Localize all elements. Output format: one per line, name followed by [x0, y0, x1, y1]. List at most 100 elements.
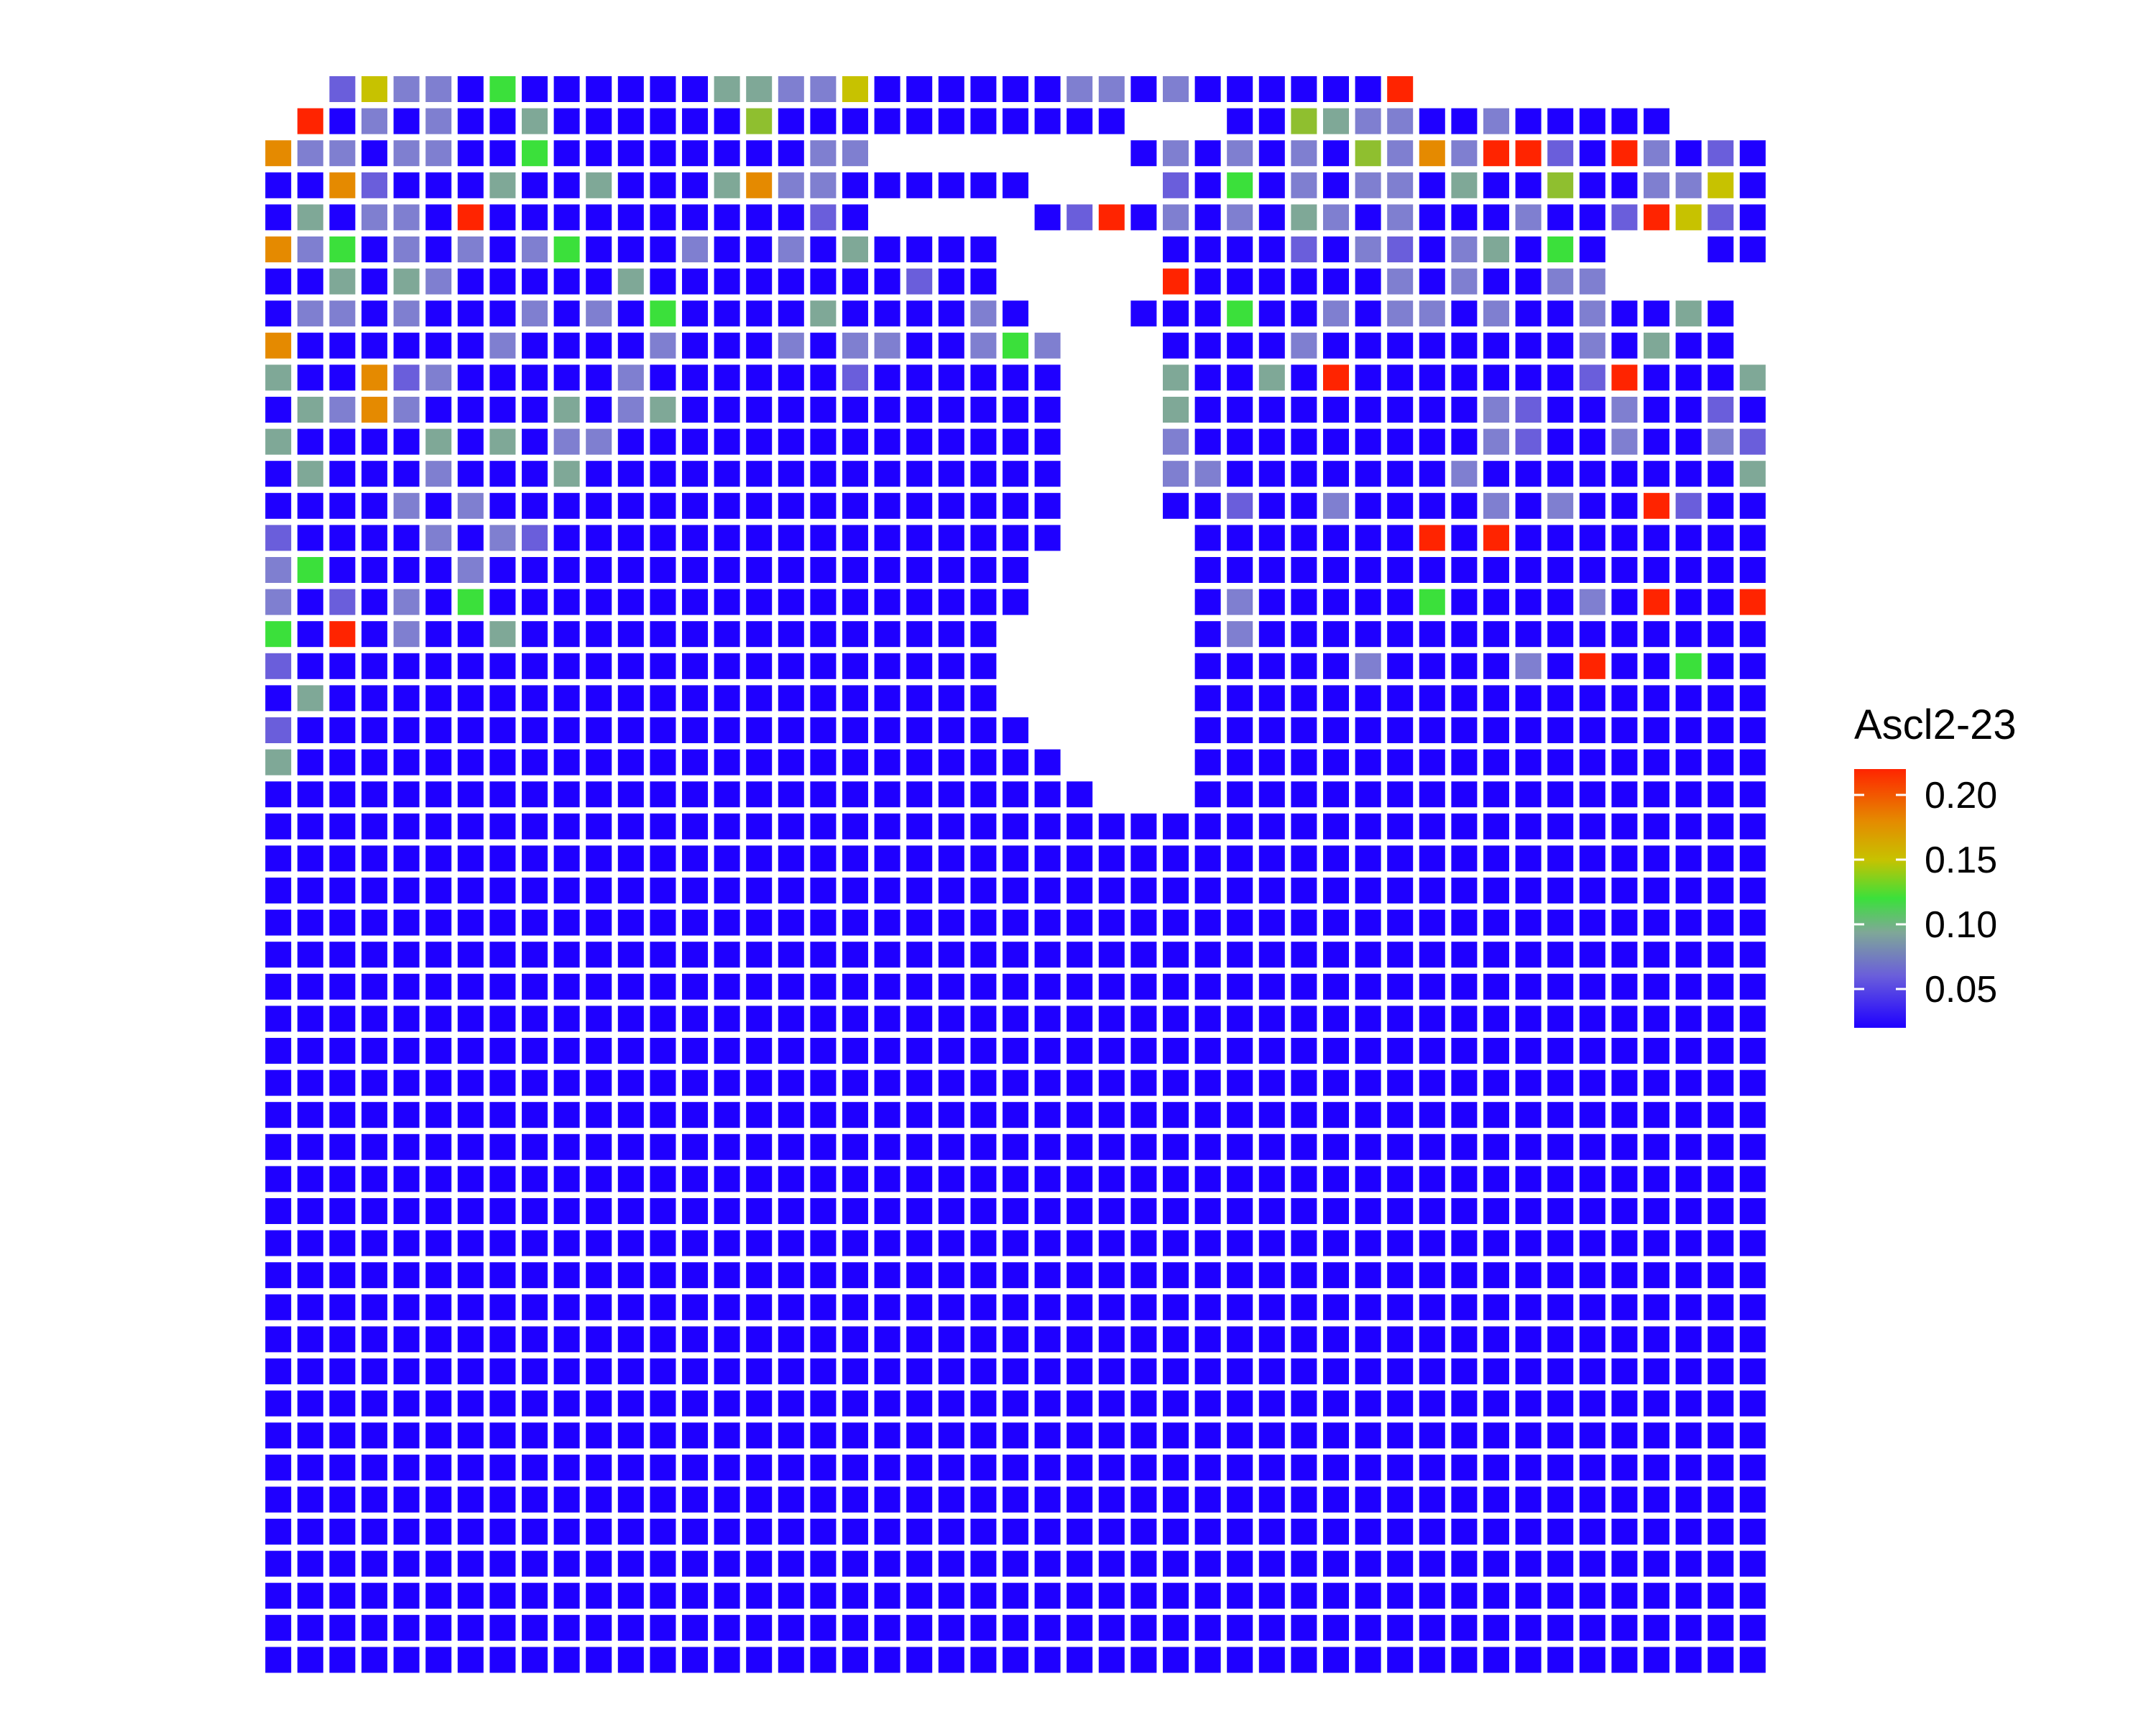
heatmap-cell	[1067, 76, 1093, 102]
heatmap-cell	[1323, 1262, 1349, 1289]
heatmap-cell	[1323, 1550, 1349, 1577]
heatmap-cell	[650, 525, 676, 551]
heatmap-cell	[842, 685, 868, 712]
heatmap-cell	[970, 492, 997, 519]
heatmap-cell	[1227, 525, 1253, 551]
heatmap-cell	[746, 717, 773, 743]
heatmap-cell	[1258, 1519, 1285, 1545]
heatmap-cell	[938, 973, 964, 1000]
heatmap-cell	[297, 1070, 323, 1096]
heatmap-cell	[906, 332, 933, 359]
heatmap-cell	[1515, 845, 1542, 872]
heatmap-cell	[1387, 621, 1414, 648]
heatmap-cell	[553, 589, 580, 615]
heatmap-cell	[842, 525, 868, 551]
heatmap-cell	[1387, 332, 1414, 359]
heatmap-cell	[746, 1486, 773, 1513]
heatmap-cell	[1644, 1326, 1669, 1353]
heatmap-cell	[329, 653, 356, 679]
heatmap-cell	[874, 1262, 900, 1289]
heatmap-cell	[1611, 172, 1638, 198]
heatmap-cell	[586, 1166, 612, 1192]
heatmap-cell	[361, 621, 387, 648]
heatmap-cell	[617, 589, 644, 615]
heatmap-cell	[1067, 1390, 1093, 1417]
heatmap-cell	[1451, 909, 1478, 936]
heatmap-cell	[297, 364, 323, 391]
heatmap-cell	[1355, 428, 1381, 455]
heatmap-cell	[1547, 1326, 1574, 1353]
heatmap-cell	[650, 685, 676, 712]
heatmap-cell	[746, 1326, 773, 1353]
heatmap-cell	[1611, 1133, 1638, 1160]
heatmap-cell	[1258, 1133, 1285, 1160]
heatmap-cell	[810, 1038, 837, 1064]
heatmap-cell	[1034, 428, 1061, 455]
heatmap-cell	[553, 364, 580, 391]
heatmap-cell	[1227, 653, 1253, 679]
heatmap-cell	[457, 1070, 484, 1096]
heatmap-cell	[1227, 1198, 1253, 1224]
heatmap-cell	[1739, 1519, 1766, 1545]
heatmap-cell	[1355, 1262, 1381, 1289]
heatmap-cell	[586, 397, 612, 423]
heatmap-cell	[265, 1647, 292, 1673]
heatmap-cell	[1644, 1262, 1669, 1289]
heatmap-cell	[1194, 1038, 1221, 1064]
legend-colorbar	[1854, 769, 1906, 1028]
heatmap-cell	[1451, 1486, 1478, 1513]
heatmap-cell	[906, 461, 933, 487]
heatmap-cell	[522, 461, 548, 487]
heatmap-cell	[714, 909, 740, 936]
heatmap-cell	[393, 1422, 420, 1449]
heatmap-cell	[1515, 1198, 1542, 1224]
heatmap-cell	[489, 973, 516, 1000]
heatmap-cell	[746, 813, 773, 840]
heatmap-cell	[361, 300, 387, 327]
heatmap-cell	[1451, 1550, 1478, 1577]
heatmap-cell	[1291, 878, 1317, 903]
heatmap-cell	[1067, 1230, 1093, 1256]
heatmap-cell	[746, 525, 773, 551]
heatmap-cell	[1067, 1583, 1093, 1609]
heatmap-cell	[1675, 1102, 1702, 1128]
heatmap-cell	[1483, 1294, 1509, 1320]
heatmap-cell	[1579, 621, 1606, 648]
heatmap-cell	[1258, 1614, 1285, 1641]
heatmap-cell	[1355, 1454, 1381, 1481]
heatmap-cell	[1547, 332, 1574, 359]
heatmap-cell	[1227, 492, 1253, 519]
heatmap-cell	[1291, 1230, 1317, 1256]
heatmap-cell	[1098, 1070, 1125, 1096]
heatmap-cell	[938, 1070, 964, 1096]
heatmap-cell	[714, 1294, 740, 1320]
heatmap-cell	[810, 589, 837, 615]
heatmap-cell	[1547, 717, 1574, 743]
heatmap-cell	[489, 1550, 516, 1577]
heatmap-cell	[329, 621, 356, 648]
heatmap-cell	[522, 1583, 548, 1609]
heatmap-cell	[1547, 1454, 1574, 1481]
heatmap-cell	[1194, 300, 1221, 327]
heatmap-cell	[1515, 1230, 1542, 1256]
heatmap-cell	[329, 973, 356, 1000]
heatmap-cell	[810, 1550, 837, 1577]
heatmap-cell	[586, 1358, 612, 1384]
heatmap-cell	[586, 717, 612, 743]
heatmap-cell	[842, 1070, 868, 1096]
heatmap-cell	[1579, 749, 1606, 776]
heatmap-cell	[938, 1519, 964, 1545]
heatmap-cell	[1258, 1550, 1285, 1577]
heatmap-cell	[457, 1294, 484, 1320]
heatmap-cell	[522, 781, 548, 808]
heatmap-cell	[1291, 653, 1317, 679]
heatmap-cell	[1579, 942, 1606, 968]
heatmap-cell	[1675, 300, 1702, 327]
heatmap-cell	[1258, 845, 1285, 872]
heatmap-cell	[810, 172, 837, 198]
heatmap-cell	[1194, 172, 1221, 198]
heatmap-cell	[938, 653, 964, 679]
heatmap-cell	[329, 878, 356, 903]
heatmap-cell	[265, 1070, 292, 1096]
heatmap-cell	[361, 878, 387, 903]
